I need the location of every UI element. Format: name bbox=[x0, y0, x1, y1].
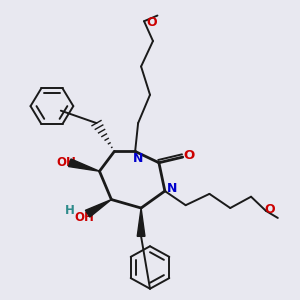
Text: O: O bbox=[184, 149, 195, 162]
Text: N: N bbox=[167, 182, 178, 195]
Text: O: O bbox=[146, 16, 157, 29]
Text: N: N bbox=[133, 152, 143, 165]
Text: OH: OH bbox=[56, 156, 76, 169]
Polygon shape bbox=[69, 159, 100, 171]
Text: H: H bbox=[65, 204, 75, 217]
Text: O: O bbox=[264, 203, 275, 216]
Polygon shape bbox=[137, 208, 145, 236]
Text: OH: OH bbox=[75, 211, 94, 224]
Polygon shape bbox=[85, 200, 111, 217]
